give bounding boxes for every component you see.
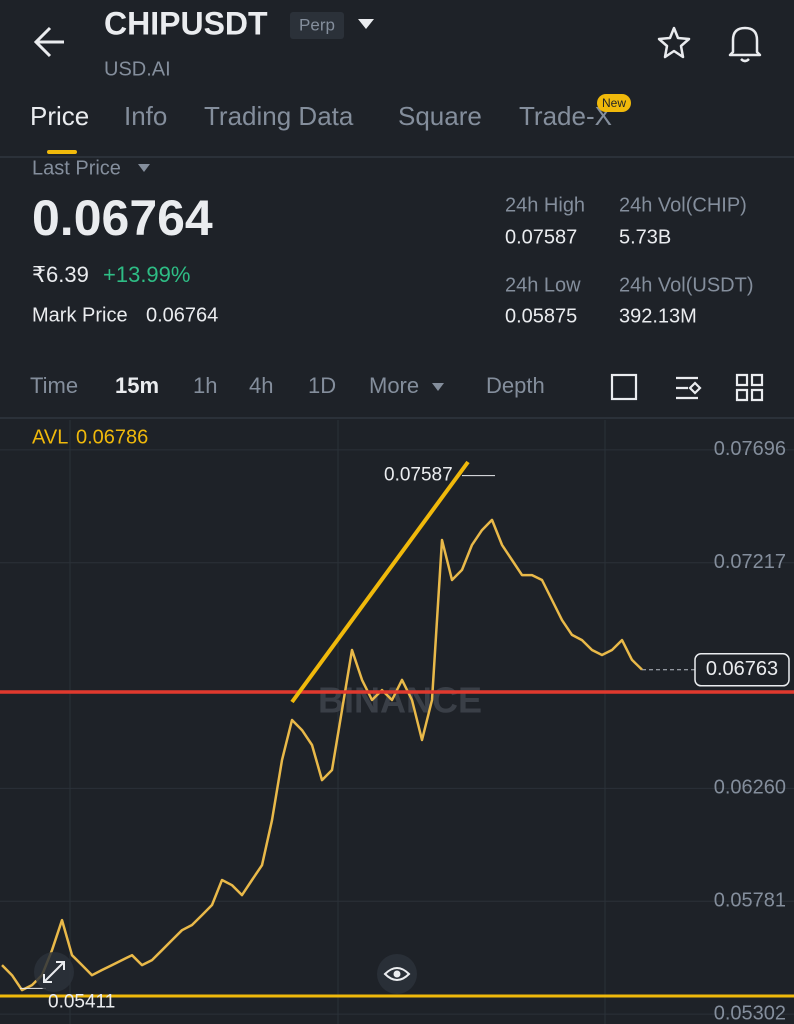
tool-button[interactable] [610, 373, 638, 401]
tab[interactable]: Price [30, 101, 89, 131]
y-tick-label: 0.05781 [714, 890, 786, 912]
avl-value: 0.06786 [76, 426, 148, 448]
price-change: +13.99% [103, 262, 190, 287]
y-tick-label: 0.05302 [714, 1002, 786, 1024]
tool-button[interactable] [676, 376, 702, 400]
new-badge: New [602, 96, 626, 110]
avl-label: AVL [32, 426, 68, 448]
stat-value: 392.13M [619, 305, 697, 327]
badge: Perp [299, 15, 335, 34]
last-price-dropdown[interactable] [138, 164, 150, 172]
local-price: ₹6.39 [32, 262, 89, 287]
interval[interactable]: 1D [308, 373, 336, 398]
stat-label: 24h Low [505, 274, 581, 296]
interval[interactable]: Time [30, 373, 78, 398]
chart [0, 420, 794, 1024]
drawn-trendline [290, 460, 470, 704]
eye-icon [393, 970, 401, 978]
low-label: 0.05411 [48, 991, 115, 1012]
current-price: 0.06763 [706, 658, 778, 680]
more-dropdown[interactable] [432, 383, 444, 391]
expand-icon [43, 961, 65, 983]
stat-label: 24h Vol(CHIP) [619, 194, 747, 216]
y-tick-label: 0.06260 [714, 777, 786, 799]
y-tick-label: 0.07217 [714, 551, 786, 573]
symbol-dropdown[interactable] [358, 19, 374, 29]
price-line [1, 518, 643, 992]
stat-label: 24h High [505, 194, 585, 216]
tab[interactable]: Info [124, 101, 167, 131]
high-label: 0.07587 [384, 465, 453, 486]
stat-value: 0.07587 [505, 226, 577, 248]
y-tick-label: 0.07696 [714, 438, 786, 460]
interval[interactable]: More [369, 373, 419, 398]
tab[interactable]: Trading Data [204, 101, 354, 131]
last-price: 0.06764 [32, 190, 213, 246]
stat-value: 0.05875 [505, 305, 577, 327]
eye-icon [383, 967, 411, 981]
badge-bg [290, 12, 344, 39]
stat-label: 24h Vol(USDT) [619, 274, 754, 296]
symbol: CHIPUSDT [104, 5, 268, 41]
tab-indicator [47, 150, 77, 154]
interval[interactable]: 1h [193, 373, 217, 398]
layout-button[interactable] [735, 373, 764, 402]
mark-price-label: Mark Price [32, 304, 128, 326]
chart-tools [610, 373, 764, 402]
mark-price: 0.06764 [146, 304, 218, 326]
new-badge-bg [597, 94, 631, 112]
subtitle: USD.AI [104, 58, 171, 80]
interval[interactable]: Depth [486, 373, 545, 398]
tab[interactable]: Trade-X [519, 101, 612, 131]
last-price-label[interactable]: Last Price [32, 157, 121, 179]
alert-button[interactable] [728, 26, 762, 63]
interval[interactable]: 15m [115, 373, 159, 398]
back-button[interactable] [33, 26, 64, 58]
stat-value: 5.73B [619, 226, 671, 248]
tab[interactable]: Square [398, 101, 482, 131]
interval[interactable]: 4h [249, 373, 273, 398]
price-tag [694, 653, 790, 687]
favorite-button[interactable] [657, 26, 691, 59]
